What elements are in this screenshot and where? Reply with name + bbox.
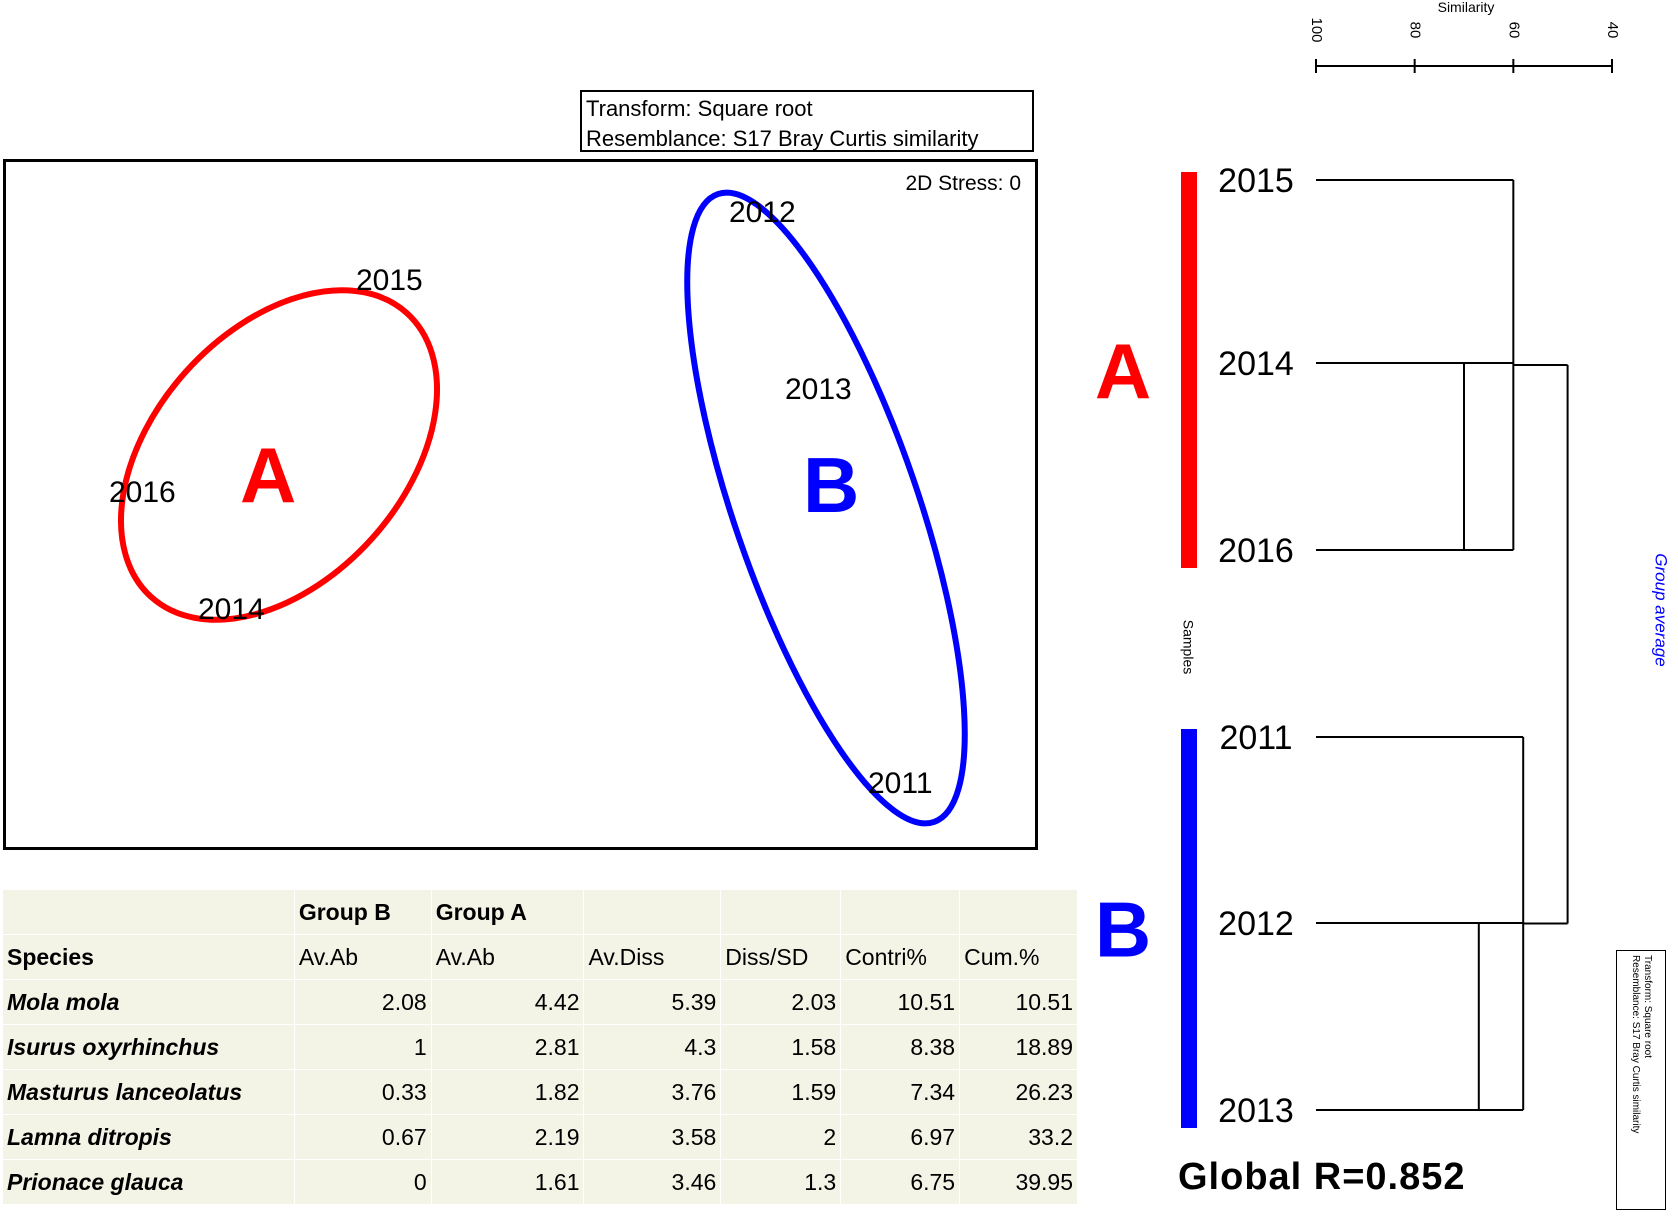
contri: 6.97 [840, 1114, 961, 1160]
simper-table: Group B Group A Species Av.Ab Av.Ab Av.D… [2, 889, 1078, 1205]
diss-sd: 2.03 [720, 979, 842, 1025]
av-ab-b: 0.67 [293, 1114, 432, 1160]
species-name: Prionace glauca [2, 1159, 295, 1205]
av-diss: 4.3 [583, 1024, 722, 1070]
global-r-label: Global R=0.852 [1178, 1156, 1466, 1198]
diss-sd: 1.58 [720, 1024, 842, 1070]
contri: 8.38 [840, 1024, 961, 1070]
group-a-label: A [240, 431, 296, 519]
av-ab-a: 1.61 [430, 1159, 585, 1205]
species-name: Masturus lanceolatus [2, 1069, 295, 1115]
table-column-header-row: Species Av.Ab Av.Ab Av.Diss Diss/SD Cont… [2, 934, 1078, 980]
av-ab-a: 4.42 [430, 979, 585, 1025]
leaf-label-2011: 2011 [1219, 719, 1292, 757]
point-label-2011: 2011 [868, 767, 933, 800]
table-row: Masturus lanceolatus 0.33 1.82 3.76 1.59… [2, 1069, 1078, 1115]
table-group-header-row: Group B Group A [2, 889, 1078, 935]
group-a-ellipse [118, 287, 440, 623]
nmds-transform-label: Transform: Square root [586, 96, 813, 121]
similarity-tick-label: 80 [1407, 22, 1424, 39]
similarity-tick-label: 40 [1604, 22, 1621, 39]
similarity-tick-label: 100 [1308, 17, 1325, 42]
group-b-bar [1181, 729, 1197, 1128]
col-header-av-diss: Av.Diss [583, 934, 722, 980]
leaf-label-2013: 2013 [1218, 1092, 1294, 1130]
species-name: Isurus oxyrhinchus [2, 1024, 295, 1070]
av-diss: 5.39 [583, 979, 722, 1025]
group-b-label: B [803, 441, 859, 529]
col-header-species: Species [2, 934, 295, 980]
cum: 26.23 [959, 1069, 1078, 1115]
point-label-2012: 2012 [729, 196, 796, 229]
dendrogram-svg: 100 80 60 40 Similarity A B 2015 2014 2016 2011 201… [1095, 0, 1671, 1130]
contri: 6.75 [840, 1159, 961, 1205]
col-header-av-ab-a: Av.Ab [430, 934, 585, 980]
group-a-header: Group A [430, 889, 585, 935]
av-ab-b: 0 [293, 1159, 432, 1205]
table-row: Prionace glauca 0 1.61 3.46 1.3 6.75 39.… [2, 1159, 1078, 1205]
diss-sd: 1.3 [720, 1159, 842, 1205]
contri: 7.34 [840, 1069, 961, 1115]
diss-sd: 2 [720, 1114, 842, 1160]
dendro-group-a-label: A [1095, 327, 1151, 415]
table-row: Isurus oxyrhinchus 1 2.81 4.3 1.58 8.38 … [2, 1024, 1078, 1070]
av-diss: 3.46 [583, 1159, 722, 1205]
av-ab-a: 2.19 [430, 1114, 585, 1160]
stress-label: 2D Stress: 0 [905, 172, 1021, 195]
nmds-plot-frame: 2D Stress: 0 2012 2015 2013 2016 2014 20… [3, 159, 1038, 850]
dendro-transform-label: Transform: Square root [1642, 955, 1653, 1059]
cum: 33.2 [959, 1114, 1078, 1160]
av-ab-a: 2.81 [430, 1024, 585, 1070]
similarity-tick-label: 60 [1505, 22, 1522, 39]
leaf-label-2012: 2012 [1218, 905, 1294, 943]
samples-label: Samples [1180, 620, 1196, 674]
av-ab-b: 0.33 [293, 1069, 432, 1115]
point-label-2014: 2014 [198, 593, 265, 626]
group-average-label: Group average [1652, 553, 1671, 666]
col-header-contri: Contri% [840, 934, 961, 980]
col-header-cum: Cum.% [959, 934, 1078, 980]
nmds-resemblance-label: Resemblance: S17 Bray Curtis similarity [586, 126, 979, 151]
col-header-av-ab-b: Av.Ab [293, 934, 432, 980]
diss-sd: 1.59 [720, 1069, 842, 1115]
nmds-legend-box: Transform: Square root Resemblance: S17 … [580, 90, 1034, 152]
leaf-label-2014: 2014 [1218, 345, 1294, 383]
dendro-resemblance-label: Resemblance: S17 Bray Curtis similarity [1630, 955, 1641, 1134]
cum: 39.95 [959, 1159, 1078, 1205]
dendro-group-b-label: B [1095, 886, 1151, 974]
species-name: Lamna ditropis [2, 1114, 295, 1160]
cum: 10.51 [959, 979, 1078, 1025]
col-header-diss-sd: Diss/SD [720, 934, 842, 980]
av-ab-a: 1.82 [430, 1069, 585, 1115]
table-row: Lamna ditropis 0.67 2.19 3.58 2 6.97 33.… [2, 1114, 1078, 1160]
leaf-label-2015: 2015 [1218, 162, 1294, 200]
av-ab-b: 2.08 [293, 979, 432, 1025]
group-b-header: Group B [293, 889, 432, 935]
av-ab-b: 1 [293, 1024, 432, 1070]
contri: 10.51 [840, 979, 961, 1025]
group-a-bar [1181, 172, 1197, 568]
point-label-2016: 2016 [109, 476, 176, 509]
group-b-ellipse [684, 189, 968, 827]
av-diss: 3.76 [583, 1069, 722, 1115]
dendrogram-legend-box: Transform: Square root Resemblance: S17 … [1616, 950, 1666, 1210]
nmds-plot-svg: 2012 2015 2013 2016 2014 2011 A B [109, 189, 968, 827]
table-row: Mola mola 2.08 4.42 5.39 2.03 10.51 10.5… [2, 979, 1078, 1025]
point-label-2013: 2013 [785, 373, 852, 406]
point-label-2015: 2015 [356, 264, 423, 297]
cum: 18.89 [959, 1024, 1078, 1070]
similarity-axis-title: Similarity [1438, 0, 1495, 15]
species-name: Mola mola [2, 979, 295, 1025]
leaf-label-2016: 2016 [1218, 532, 1294, 570]
av-diss: 3.58 [583, 1114, 722, 1160]
